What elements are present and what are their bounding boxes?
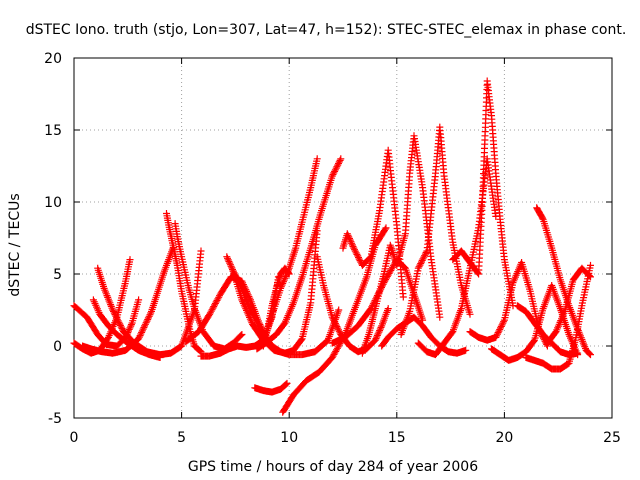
data-series bbox=[251, 379, 291, 396]
plus-markers bbox=[339, 146, 407, 301]
data-series bbox=[279, 224, 390, 416]
plus-markers bbox=[397, 123, 474, 338]
axis-ticks: 0 5 10 15 20 25 -5 0 5 10 15 20 bbox=[44, 51, 621, 446]
y-axis-label: dSTEC / TECUs bbox=[7, 193, 23, 296]
data-series bbox=[229, 267, 343, 359]
y-tick-label: 0 bbox=[53, 339, 62, 355]
x-tick-label: 0 bbox=[70, 430, 79, 446]
x-tick-label: 20 bbox=[495, 430, 513, 446]
y-tick-label: -5 bbox=[48, 411, 62, 427]
data-series bbox=[488, 282, 582, 364]
plus-markers bbox=[488, 282, 582, 364]
plus-markers bbox=[253, 155, 345, 353]
plus-markers bbox=[543, 264, 594, 347]
plus-markers bbox=[163, 210, 205, 356]
plus-markers bbox=[229, 267, 343, 359]
data-series bbox=[89, 296, 164, 361]
data-series bbox=[253, 155, 345, 353]
plus-markers bbox=[251, 379, 291, 396]
data-series bbox=[358, 132, 444, 357]
x-tick-label: 25 bbox=[603, 430, 621, 446]
plot-frame bbox=[73, 57, 613, 419]
x-tick-label: 15 bbox=[388, 430, 406, 446]
y-tick-label: 20 bbox=[44, 51, 62, 67]
data-series bbox=[449, 77, 517, 310]
x-axis-label: GPS time / hours of day 284 of year 2006 bbox=[188, 459, 478, 475]
data-points bbox=[70, 77, 594, 416]
y-tick-label: 10 bbox=[44, 195, 62, 211]
data-series bbox=[543, 264, 594, 347]
y-tick-label: 15 bbox=[44, 123, 62, 139]
data-series bbox=[339, 146, 407, 301]
chart-title: dSTEC Iono. truth (stjo, Lon=307, Lat=47… bbox=[26, 22, 627, 38]
plus-markers bbox=[358, 132, 444, 357]
plus-markers bbox=[449, 77, 517, 310]
x-tick-label: 5 bbox=[177, 430, 186, 446]
x-tick-label: 10 bbox=[280, 430, 298, 446]
y-tick-label: 5 bbox=[53, 267, 62, 283]
plus-markers bbox=[279, 224, 390, 416]
data-series bbox=[397, 123, 474, 338]
data-series bbox=[163, 210, 205, 356]
plus-markers bbox=[89, 296, 164, 361]
